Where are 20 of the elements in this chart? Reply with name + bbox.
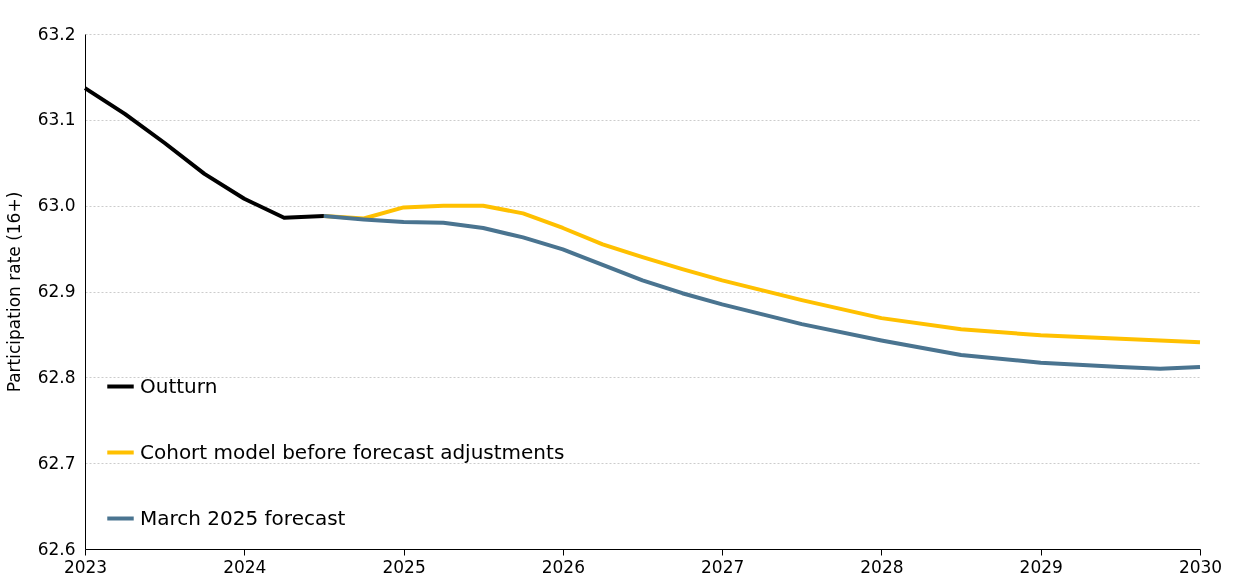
x-tick-label: 2028: [860, 556, 904, 577]
x-tick-label: 2024: [223, 556, 267, 577]
legend-label: Cohort model before forecast adjustments: [140, 439, 565, 464]
y-tick-label: 63.0: [37, 195, 76, 216]
y-tick-label: 62.7: [37, 452, 76, 473]
y-tick-label: 62.6: [37, 538, 76, 559]
y-tick-label: 62.8: [37, 366, 76, 387]
y-axis-title: Participation rate (16+): [3, 191, 24, 393]
y-tick-label: 63.2: [37, 23, 76, 44]
x-tick-label: 2029: [1019, 556, 1063, 577]
x-tick-label: 2026: [541, 556, 585, 577]
x-tick-label: 2027: [701, 556, 745, 577]
x-tick-label: 2025: [382, 556, 426, 577]
legend-label: March 2025 forecast: [140, 505, 346, 530]
x-tick-label: 2023: [63, 556, 108, 577]
x-tick-label: 2030: [1178, 556, 1223, 577]
y-tick-label: 63.1: [37, 109, 76, 130]
y-tick-label: 62.9: [37, 281, 76, 301]
legend-label: Outturn: [140, 373, 218, 398]
line-series: [321, 213, 1202, 371]
